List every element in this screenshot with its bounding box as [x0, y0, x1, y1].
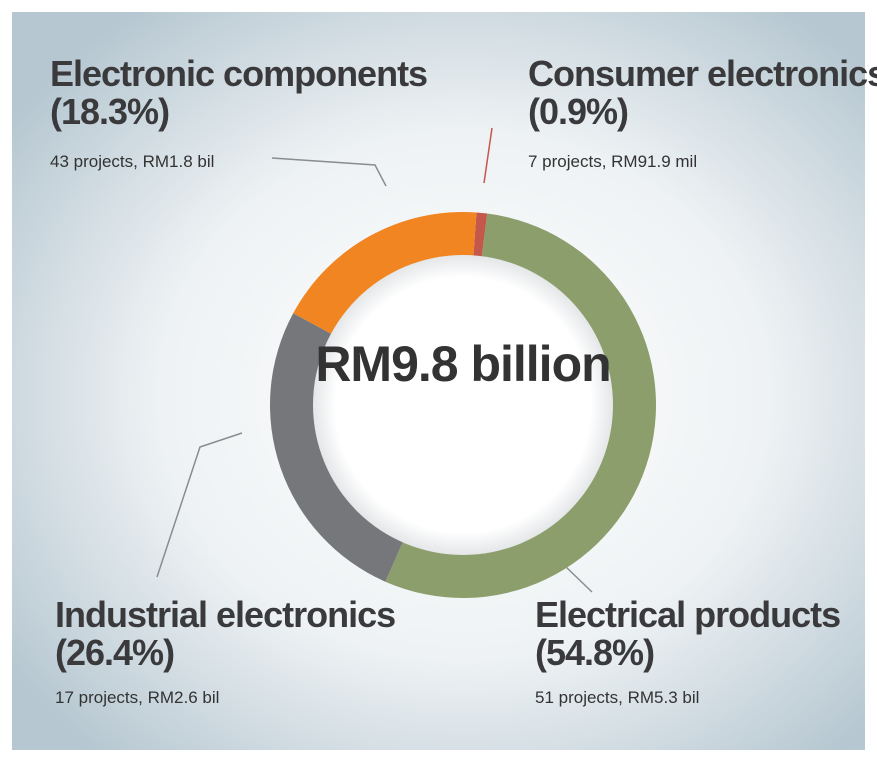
- category-name: Consumer electronics: [528, 53, 877, 94]
- segment-detail: 17 projects, RM2.6 bil: [55, 688, 220, 707]
- value-label: (26.4%): [55, 632, 175, 673]
- segment-detail: 43 projects, RM1.8 bil: [50, 152, 215, 171]
- leader-line: [483, 127, 493, 184]
- category-name: Industrial electronics: [55, 594, 396, 635]
- center-label: RM9.8 billion: [315, 336, 611, 392]
- leader-line: [564, 565, 593, 593]
- donut: [269, 212, 656, 598]
- value-label: (0.9%): [528, 91, 629, 132]
- donut-segment: [269, 313, 404, 582]
- segment-label: Electrical products (54.8%): [535, 596, 877, 672]
- donut-segment: [473, 212, 488, 259]
- segment-detail: 51 projects, RM5.3 bil: [535, 688, 700, 707]
- value-label: (54.8%): [535, 632, 655, 673]
- leader-line: [156, 432, 243, 578]
- leader-lines: [156, 127, 593, 593]
- segment-label: Electronic components (18.3%): [50, 55, 435, 131]
- donut-segment: [293, 212, 477, 335]
- segment-label: Consumer electronics (0.9%): [528, 55, 877, 131]
- segment-detail: 7 projects, RM91.9 mil: [528, 152, 698, 171]
- category-name: Electronic components: [50, 53, 428, 94]
- donut-hole: [313, 255, 613, 555]
- segment-label: Industrial electronics (26.4%): [55, 596, 440, 672]
- leader-line: [271, 157, 387, 187]
- donut-segment: [385, 213, 656, 598]
- value-label: (18.3%): [50, 91, 170, 132]
- category-name: Electrical products: [535, 594, 841, 635]
